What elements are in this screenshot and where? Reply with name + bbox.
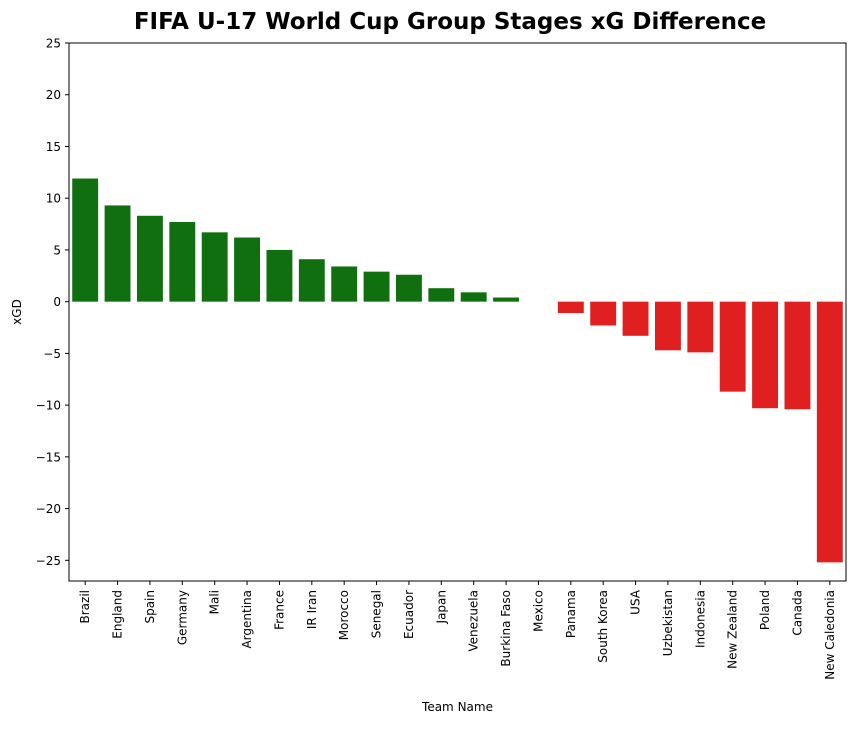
- x-tick-label: Ecuador: [402, 590, 416, 639]
- bar-new-zealand: [719, 301, 746, 392]
- bar-poland: [752, 301, 779, 409]
- y-tick-label: −10: [36, 399, 61, 413]
- bar-indonesia: [687, 301, 714, 353]
- x-tick-label: Spain: [143, 590, 157, 624]
- bar-ir-iran: [298, 259, 325, 302]
- x-tick-label: Panama: [564, 590, 578, 638]
- x-tick-label: Indonesia: [693, 590, 707, 648]
- bars-layer: [72, 178, 843, 563]
- y-tick-label: 20: [46, 88, 61, 102]
- y-tick-label: −5: [43, 347, 61, 361]
- plot-frame: [68, 42, 847, 582]
- chart-title: FIFA U-17 World Cup Group Stages xG Diff…: [134, 9, 766, 35]
- x-tick-label: England: [111, 590, 125, 639]
- bar-brazil: [72, 178, 99, 302]
- bar-morocco: [331, 266, 358, 302]
- x-tick-label: France: [272, 590, 286, 630]
- bar-germany: [169, 221, 196, 302]
- bar-france: [266, 249, 293, 302]
- y-tick-label: −25: [36, 554, 61, 568]
- x-axis-label: Team Name: [421, 700, 493, 714]
- y-tick-label: 25: [46, 37, 61, 51]
- bar-canada: [784, 301, 811, 410]
- x-tick-label: Senegal: [370, 590, 384, 638]
- bar-south-korea: [590, 301, 617, 326]
- x-tick-label: Germany: [175, 590, 189, 645]
- bar-senegal: [363, 271, 390, 302]
- x-tick-label: New Zealand: [726, 590, 740, 669]
- y-tick-label: −15: [36, 450, 61, 464]
- bar-venezuela: [460, 292, 487, 302]
- bar-spain: [136, 215, 163, 302]
- bar-uzbekistan: [654, 301, 681, 351]
- x-tick-label: Mali: [208, 590, 222, 614]
- x-tick-label: USA: [629, 589, 643, 615]
- y-axis: −25 −20 −15 −10 −5 0 5 10 15 20 25: [36, 37, 69, 568]
- bar-panama: [557, 301, 584, 314]
- bar-new-caledonia: [816, 301, 843, 563]
- y-axis-label: xGD: [10, 299, 24, 325]
- y-tick-label: 10: [46, 192, 61, 206]
- y-tick-label: 15: [46, 140, 61, 154]
- x-tick-label: Argentina: [240, 590, 254, 649]
- x-tick-label: Japan: [434, 590, 448, 624]
- x-tick-label: IR Iran: [305, 590, 319, 629]
- x-tick-label: Poland: [758, 590, 772, 630]
- bar-argentina: [234, 237, 261, 302]
- x-tick-label: Morocco: [337, 590, 351, 640]
- x-tick-label: Mexico: [531, 590, 545, 632]
- x-tick-label: Burkina Faso: [499, 590, 513, 667]
- y-tick-label: −20: [36, 502, 61, 516]
- x-tick-label: Canada: [790, 590, 804, 636]
- x-tick-label: Venezuela: [467, 590, 481, 652]
- x-tick-label: Brazil: [78, 590, 92, 624]
- y-tick-label: 5: [53, 243, 61, 257]
- x-tick-label: Uzbekistan: [661, 590, 675, 656]
- bar-mali: [201, 232, 228, 302]
- bar-usa: [622, 301, 649, 336]
- bar-japan: [428, 288, 455, 302]
- bar-england: [104, 205, 131, 302]
- bar-burkina-faso: [493, 297, 520, 302]
- bar-ecuador: [395, 274, 422, 302]
- x-axis: Brazil England Spain Germany Mali Argentina Fr…: [78, 581, 837, 680]
- x-tick-label: New Caledonia: [823, 590, 837, 680]
- x-tick-label: South Korea: [596, 590, 610, 663]
- y-tick-label: 0: [53, 295, 61, 309]
